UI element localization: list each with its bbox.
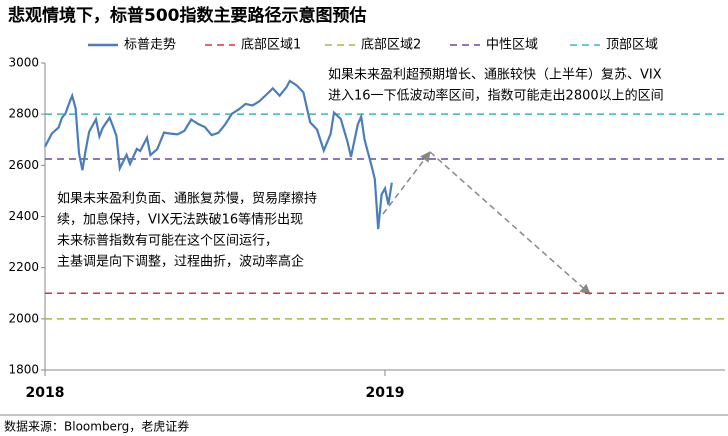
legend-label: 底部区域1 [241,37,301,53]
legend-label: 顶部区域 [606,38,658,53]
x-tick-label: 2018 [26,385,65,401]
y-tick-label: 1800 [8,363,39,377]
y-tick-label: 3000 [8,56,39,70]
source: 数据来源：Bloomberg，老虎证券 [4,419,189,434]
arrow [429,151,591,295]
chart-title: 悲观情境下，标普500指数主要路径示意图预估 [8,5,367,26]
y-tick-label: 2800 [8,107,39,121]
legend-label: 中性区域 [486,38,538,53]
annotation: 进入16一下低波动率区间，指数可能走出2800以上的区间 [328,88,664,104]
annotation: 如果未来盈利超预期增长、通胀较快（上半年）复苏、VIX [328,67,662,83]
annotation: 未来标普指数有可能在这个区间运行， [57,233,278,249]
y-tick-label: 2000 [8,311,39,325]
annotation: 如果未来盈利负面、通胀复苏慢，贸易摩擦持 [57,191,317,207]
x-tick-label: 2019 [366,385,405,401]
series-line [44,79,393,230]
annotation: 续，加息保持，VIX无法跌破16等情形出现 [57,212,303,228]
y-tick-label: 2600 [8,158,39,172]
legend-label: 底部区域2 [361,37,421,53]
legend-label: 标普走势 [124,37,176,53]
arrow [382,151,431,215]
y-tick-label: 2200 [8,260,39,274]
y-tick-label: 2400 [8,209,39,223]
annotation: 主基调是向下调整，过程曲折，波动率高企 [57,254,304,270]
